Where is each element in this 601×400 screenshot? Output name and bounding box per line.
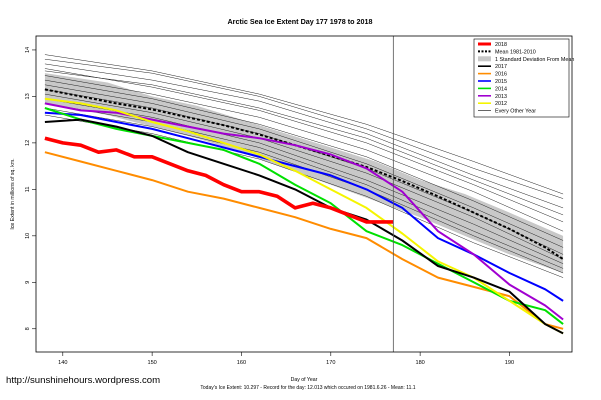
other-year-line bbox=[44, 103, 564, 269]
x-tick-label: 180 bbox=[415, 360, 424, 366]
legend-label: 2016 bbox=[495, 72, 507, 78]
series-line-2017 bbox=[44, 118, 564, 335]
x-tick-label: 160 bbox=[237, 360, 246, 366]
other-year-line bbox=[44, 84, 564, 248]
y-tick-label: 9 bbox=[25, 281, 31, 284]
legend-label: 1 Standard Deviation From Mean bbox=[495, 57, 574, 63]
y-tick-label: 12 bbox=[25, 140, 31, 146]
other-year-line bbox=[44, 68, 564, 223]
legend-label: Every Other Year bbox=[495, 109, 536, 115]
watermark-url: http://sunshinehours.wordpress.com bbox=[6, 375, 160, 386]
other-year-line bbox=[44, 70, 564, 216]
x-tick-label: 150 bbox=[147, 360, 156, 366]
legend-label: 2014 bbox=[495, 86, 507, 92]
legend-label: 2012 bbox=[495, 101, 507, 107]
footer-stats: Today's Ice Extent: 10.297 - Record for … bbox=[200, 385, 415, 391]
other-year-line bbox=[44, 54, 564, 195]
other-year-line bbox=[44, 58, 564, 199]
plot-area bbox=[44, 36, 564, 352]
axes: 140 150 160 170 180 190 8 9 10 11 12 13 14 bbox=[25, 47, 514, 366]
legend-label: 2013 bbox=[495, 94, 507, 100]
other-year-line bbox=[44, 107, 564, 274]
series-line-2018 bbox=[44, 136, 394, 224]
other-year-line bbox=[44, 63, 564, 209]
y-tick-label: 10 bbox=[25, 233, 31, 239]
y-tick-label: 14 bbox=[25, 47, 31, 53]
x-axis-label: Day of Year bbox=[291, 377, 318, 383]
y-tick-label: 8 bbox=[25, 327, 31, 330]
y-tick-label: 13 bbox=[25, 93, 31, 99]
legend-label: 2015 bbox=[495, 79, 507, 85]
other-year-line bbox=[44, 75, 564, 232]
series-line-2012 bbox=[44, 97, 564, 335]
other-year-line bbox=[44, 79, 564, 241]
x-tick-label: 190 bbox=[505, 360, 514, 366]
legend-label: 2018 bbox=[495, 42, 507, 48]
x-tick-label: 140 bbox=[58, 360, 67, 366]
other-year-line bbox=[44, 98, 564, 264]
y-tick-label: 11 bbox=[25, 186, 31, 192]
plot-frame bbox=[35, 35, 573, 353]
series-line-2014 bbox=[44, 107, 564, 325]
legend-swatch bbox=[478, 56, 491, 62]
series-line-2015 bbox=[44, 111, 564, 302]
legend-label: 2017 bbox=[495, 64, 507, 70]
other-year-line bbox=[44, 93, 564, 260]
x-tick-label: 170 bbox=[326, 360, 335, 366]
chart-title: Arctic Sea Ice Extent Day 177 1978 to 20… bbox=[227, 17, 372, 26]
legend-label: Mean 1981-2010 bbox=[495, 49, 536, 55]
y-axis-label: Ice Extent in millions of sq. km. bbox=[10, 158, 16, 229]
